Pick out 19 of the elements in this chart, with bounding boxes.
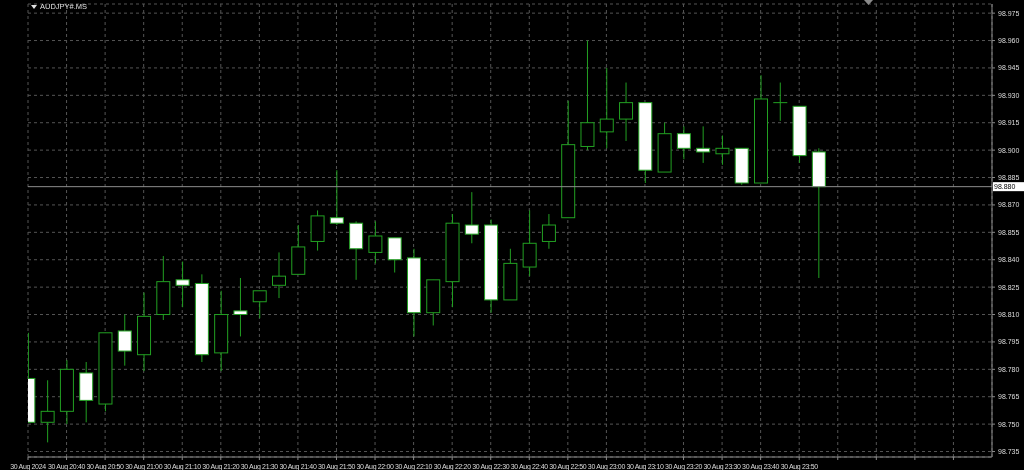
candlestick <box>580 40 595 151</box>
candlestick <box>676 125 691 160</box>
candlestick <box>40 379 55 443</box>
candlestick <box>368 220 383 264</box>
candlestick <box>773 82 788 122</box>
candlestick <box>175 261 190 308</box>
candlestick <box>387 237 402 274</box>
candlestick <box>599 67 614 149</box>
candlestick <box>233 277 248 337</box>
candlestick <box>117 314 132 367</box>
candlestick <box>272 251 286 299</box>
candlestick <box>522 209 537 277</box>
candlestick <box>696 125 711 164</box>
candlestick <box>619 82 634 142</box>
candlestick <box>252 290 267 319</box>
candlestick <box>329 169 344 226</box>
candlestick <box>464 191 479 244</box>
candlestick <box>541 213 556 250</box>
candlestick <box>715 135 730 166</box>
